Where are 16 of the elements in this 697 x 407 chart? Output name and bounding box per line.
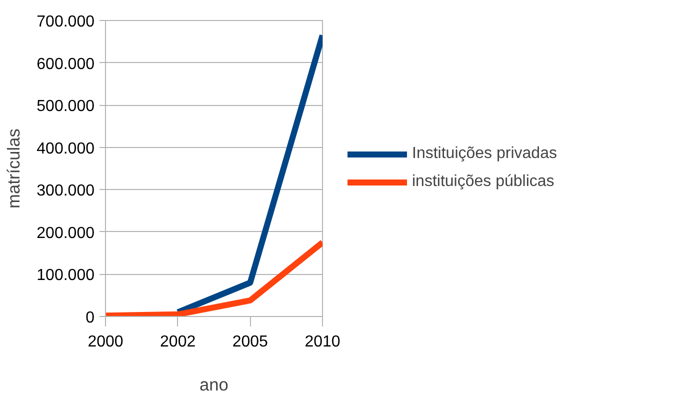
y-tick-label: 300.000 xyxy=(36,182,95,200)
x-axis-title: ano xyxy=(200,374,228,394)
y-tick-label: 700.000 xyxy=(36,14,95,30)
x-tick-label: 2000 xyxy=(88,334,124,350)
legend-label: Instituições privadas xyxy=(412,145,557,163)
y-tick-label: 0 xyxy=(86,310,95,326)
y-tick-label: 500.000 xyxy=(36,98,95,116)
x-tick-label: 2010 xyxy=(304,334,340,350)
y-tick-label: 600.000 xyxy=(36,56,95,73)
legend-label: instituições públicas xyxy=(412,173,554,191)
y-tick-label: 100.000 xyxy=(36,267,95,284)
y-tick-label: 400.000 xyxy=(36,140,95,158)
y-axis-title: matrículas xyxy=(4,128,24,208)
y-tick-label: 200.000 xyxy=(36,224,95,242)
x-tick-label: 2002 xyxy=(160,334,196,350)
x-tick-label: 2005 xyxy=(232,334,268,350)
